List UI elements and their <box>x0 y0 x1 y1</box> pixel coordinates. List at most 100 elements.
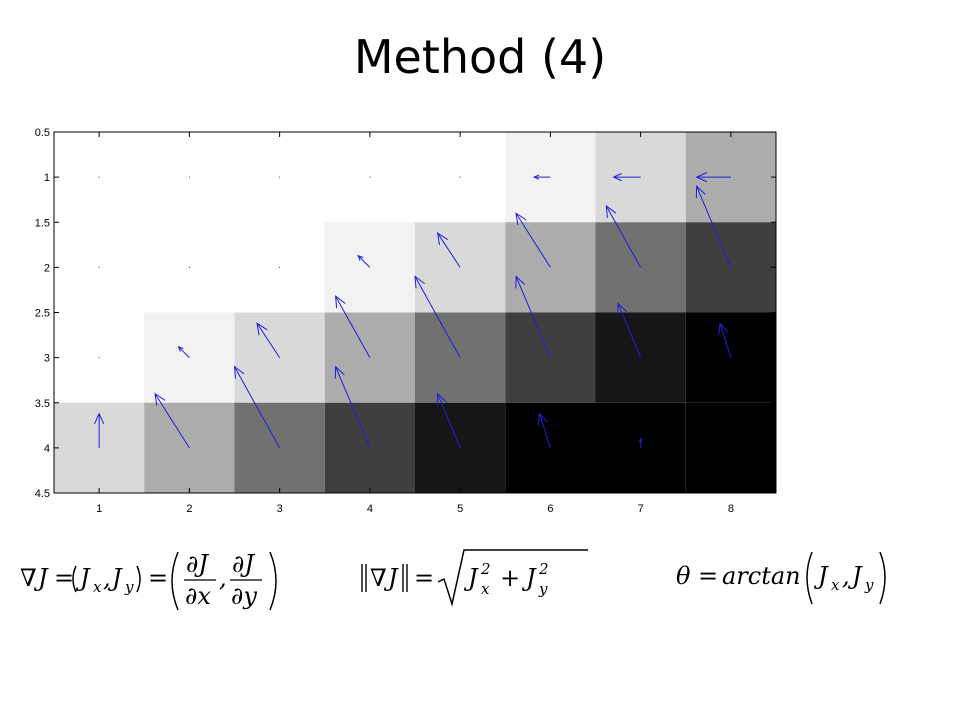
quiver-arrow-shaft <box>617 303 642 358</box>
x-tick-label: 8 <box>728 503 734 515</box>
formula-sub-x: x <box>93 578 102 596</box>
quiver-arrow-head <box>617 302 628 316</box>
quiver-arrow-shaft <box>357 255 371 268</box>
arctan-text: arctan <box>722 562 801 590</box>
quiver-arrow-head <box>695 172 708 183</box>
formula-comma-2: , <box>219 564 227 592</box>
y-tick-label: 1.5 <box>35 217 50 229</box>
quiver-arrow <box>177 345 190 358</box>
quiver-arrow <box>357 254 371 268</box>
quiver-arrow <box>256 322 281 358</box>
quiver-arrow-head <box>154 392 166 406</box>
quiver-arrow-head <box>605 204 617 219</box>
quiver-arrow-head <box>532 174 540 180</box>
y-tick-label: 1 <box>44 172 50 184</box>
magnitude-formula: ∇ J = J 2 x + J 2 y <box>360 546 600 622</box>
quiver-arrow-shaft <box>178 346 190 358</box>
quiver-arrow <box>334 295 371 358</box>
y-tick-label: 3.5 <box>35 398 50 410</box>
quiver-arrow-head <box>177 345 184 352</box>
paren-left-2 <box>171 551 179 611</box>
quiver-arrow <box>617 302 642 358</box>
quiver-arrow-head <box>537 412 548 426</box>
quiver-arrow <box>638 437 643 448</box>
y-tick-label: 4.5 <box>35 488 50 500</box>
quiver-arrow <box>436 232 461 268</box>
quiver-arrow <box>279 176 281 178</box>
paren-right-3 <box>879 551 886 605</box>
y-tick-label: 2.5 <box>35 308 50 320</box>
paren-right-2 <box>269 551 277 611</box>
quiver-arrow-shaft <box>515 276 551 358</box>
angle-formula-svg: θ = arctan J x , J y <box>676 551 886 605</box>
quiver-arrow-head <box>436 392 447 406</box>
quiver-arrow <box>695 172 731 183</box>
paren-left-1 <box>72 565 77 593</box>
quiver-arrow-head <box>334 295 346 309</box>
gradient-formula-svg: ∇ J = J x , J y = ∂J ∂x , ∂J ∂y <box>20 550 277 611</box>
quiver-arrow-shaft <box>437 232 461 268</box>
quiver-arrow <box>612 173 641 182</box>
nabla-symbol: ∇ <box>20 564 37 592</box>
quiver-arrow <box>537 412 551 449</box>
quiver-arrow-head <box>233 365 245 379</box>
quiver-arrow-shaft <box>696 185 732 268</box>
quiver-arrow-shaft <box>515 212 551 268</box>
quiver-arrow <box>515 275 551 358</box>
quiver-arrow-shaft <box>335 296 371 358</box>
y-tick-label: 0.5 <box>35 127 50 139</box>
quiver-arrow <box>279 266 281 268</box>
quiver-arrow-head <box>612 173 622 182</box>
x-tick-label: 2 <box>186 503 192 515</box>
slide-title: Method (4) <box>353 30 607 84</box>
quiver-arrow-head <box>334 365 345 379</box>
nabla-symbol-2: ∇ <box>370 564 387 592</box>
quiver-arrow-shaft <box>335 366 371 449</box>
quiver-arrow <box>515 212 551 268</box>
quiver-arrow-head <box>695 185 706 199</box>
axis-ticks: 1 2 3 4 5 6 7 8 0.5 1 1.5 2 2.5 3 3.5 4 4.5 <box>35 127 776 515</box>
quiver-arrow <box>233 365 281 449</box>
paren-right-1 <box>136 565 141 593</box>
partial-J-2: ∂J <box>232 550 255 578</box>
equals-4: = <box>698 562 718 590</box>
quiver-arrow <box>154 392 190 449</box>
angle-formula: θ = arctan J x , J y <box>676 544 946 620</box>
formula-Jx: J <box>75 564 91 592</box>
magnitude-formula-svg: ∇ J = J 2 x + J 2 y <box>361 549 588 607</box>
quiver-arrow-shaft <box>234 366 281 449</box>
formula-sub-x-2: x <box>481 580 490 598</box>
formula-sub-y-3: y <box>864 576 874 594</box>
quiver-arrow-shaft <box>719 323 732 358</box>
quiver-arrow-shaft <box>414 276 461 358</box>
x-tick-label: 3 <box>277 503 283 515</box>
quiver-arrow <box>369 176 371 178</box>
quiver-arrow <box>98 357 100 359</box>
gradient-formula: ∇ J = J x , J y = ∂J ∂x , ∂J ∂y <box>20 546 330 622</box>
x-tick-label: 7 <box>638 503 644 515</box>
y-tick-label: 4 <box>44 443 50 455</box>
sqrt-sign <box>437 549 588 607</box>
theta-symbol: θ <box>676 562 691 590</box>
quiver-arrow <box>188 266 190 268</box>
partial-y: ∂y <box>231 582 257 610</box>
quiver-arrow-shaft <box>605 205 642 268</box>
quiver-arrow <box>334 365 371 449</box>
paren-left-3 <box>806 551 813 605</box>
heatmap-cells <box>54 132 776 493</box>
equals-1: = <box>54 564 74 592</box>
quiver-arrow <box>188 176 190 178</box>
quiver-arrow <box>695 185 732 268</box>
quiver-arrow <box>436 392 461 449</box>
quiver-arrow-shaft <box>154 393 190 449</box>
quiver-arrow <box>532 174 551 180</box>
partial-J-1: ∂J <box>186 550 209 578</box>
y-tick-label: 2 <box>44 262 50 274</box>
formula-comma-3: , <box>842 562 850 590</box>
quiver-arrow-shaft <box>437 393 461 449</box>
quiver-arrow <box>605 204 642 268</box>
formula-Jy-2: J <box>521 564 537 592</box>
y-tick-label: 3 <box>44 353 50 365</box>
partial-x: ∂x <box>185 582 211 610</box>
